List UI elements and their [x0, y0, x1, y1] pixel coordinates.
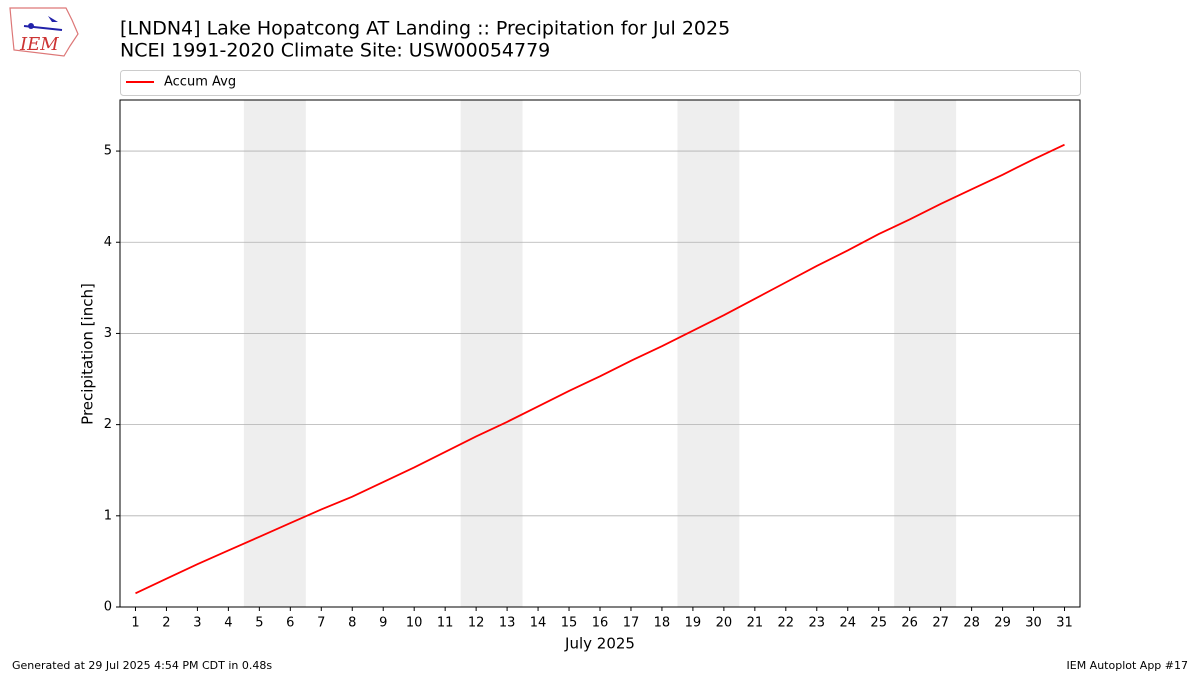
series-line — [135, 143, 1065, 595]
x-tick-label: 1 — [131, 616, 139, 631]
x-tick-label: 25 — [870, 616, 887, 631]
x-tick-label: 31 — [1056, 616, 1073, 631]
chart-subtitle: NCEI 1991-2020 Climate Site: USW00054779 — [120, 40, 550, 62]
x-tick-label: 5 — [255, 616, 263, 631]
x-tick-label: 2 — [162, 616, 170, 631]
x-tick-label: 23 — [809, 616, 826, 631]
x-tick-label: 11 — [437, 616, 454, 631]
weekend-shade — [677, 100, 740, 607]
x-tick-label: 29 — [994, 616, 1011, 631]
legend-label: Accum Avg — [164, 75, 236, 90]
x-tick-label: 20 — [716, 616, 733, 631]
x-tick-label: 3 — [193, 616, 201, 631]
x-tick-label: 26 — [901, 616, 918, 631]
x-tick-label: 4 — [224, 616, 232, 631]
x-axis-label: July 2025 — [564, 635, 635, 653]
x-tick-label: 28 — [963, 616, 980, 631]
weekend-shade — [894, 100, 957, 607]
x-tick-label: 7 — [317, 616, 325, 631]
x-tick-label: 14 — [530, 616, 547, 631]
x-tick-label: 12 — [468, 616, 485, 631]
x-tick-label: 24 — [839, 616, 856, 631]
plot-frame — [119, 99, 1081, 608]
y-tick-label: 5 — [104, 144, 112, 159]
legend-box — [120, 70, 1081, 96]
x-tick-label: 16 — [592, 616, 609, 631]
x-tick-label: 21 — [747, 616, 764, 631]
y-tick-label: 3 — [104, 326, 112, 341]
footer-left: Generated at 29 Jul 2025 4:54 PM CDT in … — [12, 659, 272, 672]
y-tick-label: 4 — [104, 235, 112, 250]
x-tick-label: 27 — [932, 616, 949, 631]
x-tick-label: 15 — [561, 616, 578, 631]
y-tick-label: 2 — [104, 417, 112, 432]
weekend-shade — [243, 100, 306, 607]
x-tick-label: 17 — [623, 616, 640, 631]
weekend-shade — [460, 100, 523, 607]
x-tick-label: 9 — [379, 616, 387, 631]
footer-right: IEM Autoplot App #17 — [1067, 659, 1189, 672]
x-tick-label: 22 — [778, 616, 795, 631]
x-tick-label: 30 — [1025, 616, 1042, 631]
x-tick-label: 18 — [654, 616, 671, 631]
y-tick-label: 0 — [104, 600, 112, 615]
x-tick-label: 19 — [685, 616, 702, 631]
y-tick-label: 1 — [104, 508, 112, 523]
y-axis-label: Precipitation [inch] — [79, 283, 97, 425]
chart-title: [LNDN4] Lake Hopatcong AT Landing :: Pre… — [120, 18, 730, 40]
x-tick-label: 13 — [499, 616, 516, 631]
x-tick-label: 8 — [348, 616, 356, 631]
logo: IEM — [9, 7, 79, 57]
x-tick-label: 10 — [406, 616, 423, 631]
x-tick-label: 6 — [286, 616, 294, 631]
logo-text: IEM — [19, 34, 59, 55]
